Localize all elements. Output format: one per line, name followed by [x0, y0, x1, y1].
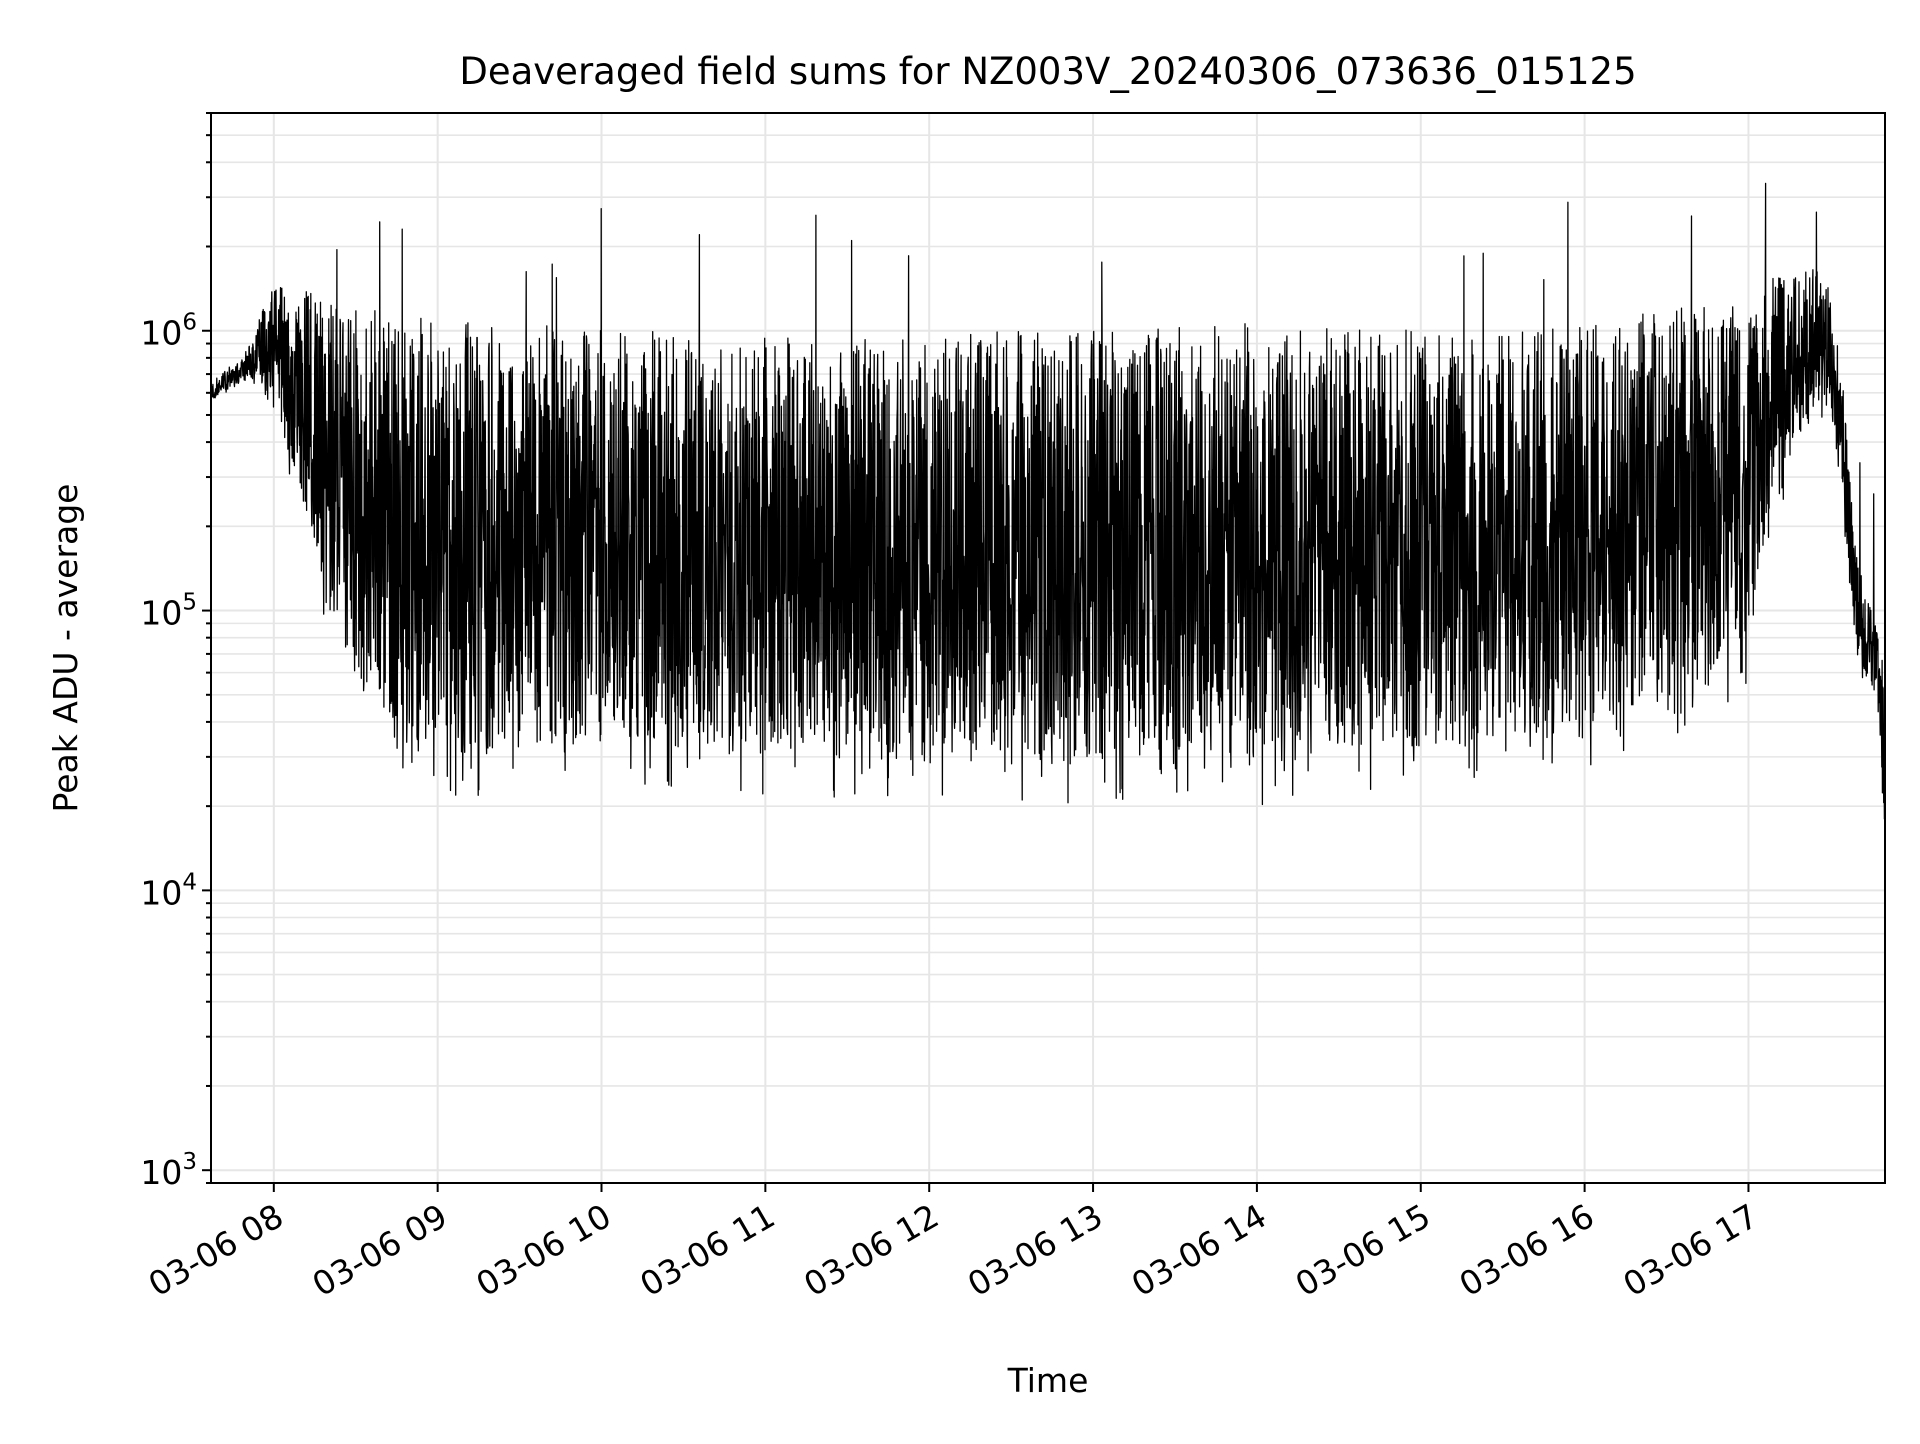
y-tick-exponent: 6 [182, 310, 197, 336]
y-tick-exponent: 4 [182, 869, 197, 895]
x-axis-label: Time [1007, 1361, 1089, 1400]
y-tick-exponent: 3 [182, 1149, 197, 1175]
plot-frame [210, 112, 1886, 1184]
chart-title: Deaveraged field sums for NZ003V_2024030… [459, 50, 1636, 93]
series-layer [210, 182, 1886, 820]
series-line [210, 182, 1886, 820]
y-axis-label: Peak ADU - average [46, 484, 85, 813]
y-tick-exponent: 5 [182, 590, 197, 616]
